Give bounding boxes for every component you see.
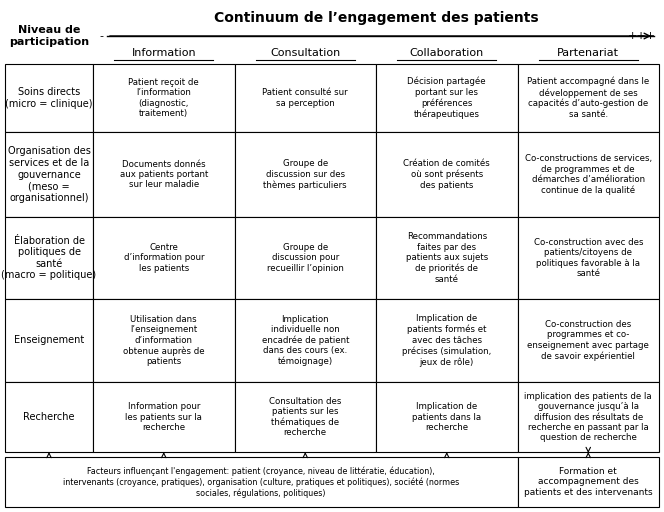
Text: Facteurs influençant l'engagement: patient (croyance, niveau de littératie, éduc: Facteurs influençant l'engagement: patie… [63, 466, 459, 498]
Bar [5, 64, 93, 132]
Text: Consultation: Consultation [270, 48, 341, 58]
Text: Décision partagée
portant sur les
préférences
thérapeutiques: Décision partagée portant sur les préfér… [408, 77, 486, 119]
Text: Co-construction des
programmes et co-
enseignement avec partage
de savoir expéri: Co-construction des programmes et co- en… [527, 320, 649, 361]
Bar [5, 217, 93, 298]
Text: Organisation des
services et de la
gouvernance
(meso =
organisationnel): Organisation des services et de la gouve… [7, 146, 90, 203]
Bar [234, 298, 376, 382]
Text: Enseignement: Enseignement [14, 335, 84, 346]
Bar [517, 64, 659, 132]
Bar [517, 217, 659, 298]
Text: Patient accompagné dans le
développement de ses
capacités d’auto-gestion de
sa s: Patient accompagné dans le développement… [527, 77, 649, 119]
Bar [5, 132, 93, 217]
Text: Partenariat: Partenariat [557, 48, 620, 58]
Bar [234, 382, 376, 452]
Text: Soins directs
(micro = clinique): Soins directs (micro = clinique) [5, 87, 93, 109]
Text: Consultation des
patients sur les
thématiques de
recherche: Consultation des patients sur les thémat… [269, 397, 341, 437]
Text: Recommandations
faites par des
patients aux sujets
de priorités de
santé: Recommandations faites par des patients … [406, 232, 488, 284]
Bar [517, 382, 659, 452]
Bar [517, 457, 659, 507]
Text: Documents donnés
aux patients portant
sur leur maladie: Documents donnés aux patients portant su… [120, 160, 208, 189]
Bar [93, 132, 234, 217]
Text: implication des patients de la
gouvernance jusqu’à la
diffusion des résultats de: implication des patients de la gouvernan… [525, 392, 652, 442]
Bar [234, 217, 376, 298]
Text: Formation et
accompagnement des
patients et des intervenants: Formation et accompagnement des patients… [524, 467, 653, 497]
Text: Groupe de
discussion sur des
thèmes particuliers: Groupe de discussion sur des thèmes part… [264, 159, 347, 190]
Text: Collaboration: Collaboration [410, 48, 484, 58]
Text: Implication de
patients dans la
recherche: Implication de patients dans la recherch… [412, 402, 481, 432]
Text: Continuum de l’engagement des patients: Continuum de l’engagement des patients [214, 11, 539, 25]
Text: Patient consulté sur
sa perception: Patient consulté sur sa perception [262, 88, 348, 108]
Text: Recherche: Recherche [23, 412, 75, 422]
Bar [517, 132, 659, 217]
Bar [376, 217, 517, 298]
Text: Patient reçoit de
l’information
(diagnostic,
traitement): Patient reçoit de l’information (diagnos… [128, 78, 199, 118]
Bar [234, 132, 376, 217]
Bar [5, 298, 93, 382]
Bar [5, 382, 93, 452]
Text: Co-construction avec des
patients/citoyens de
politiques favorable à la
santé: Co-construction avec des patients/citoye… [533, 238, 643, 278]
Text: Élaboration de
politiques de
santé
(macro = politique): Élaboration de politiques de santé (macr… [1, 236, 96, 281]
Text: Information pour
les patients sur la
recherche: Information pour les patients sur la rec… [125, 402, 202, 432]
Text: Information: Information [131, 48, 196, 58]
Text: Co-constructions de services,
de programmes et de
démarches d’amélioration
conti: Co-constructions de services, de program… [525, 154, 652, 195]
Bar [376, 64, 517, 132]
Bar [376, 298, 517, 382]
Text: Création de comités
où sont présents
des patients: Création de comités où sont présents des… [403, 159, 490, 190]
Bar [93, 217, 234, 298]
Text: +++: +++ [628, 31, 656, 41]
Text: Centre
d’information pour
les patients: Centre d’information pour les patients [124, 243, 204, 273]
Bar [93, 382, 234, 452]
Text: Groupe de
discussion pour
recueillir l’opinion: Groupe de discussion pour recueillir l’o… [267, 243, 344, 273]
Text: Implication
individuelle non
encadrée de patient
dans des cours (ex.
témoignage): Implication individuelle non encadrée de… [262, 314, 349, 367]
Text: Niveau de
participation: Niveau de participation [9, 25, 89, 47]
Bar [234, 64, 376, 132]
Text: -: - [99, 31, 103, 41]
Bar [93, 298, 234, 382]
Bar [93, 64, 234, 132]
Text: Implication de
patients formés et
avec des tâches
précises (simulation,
jeux de : Implication de patients formés et avec d… [402, 314, 491, 367]
Bar [376, 132, 517, 217]
Bar [517, 298, 659, 382]
Bar [376, 382, 517, 452]
Bar [5, 457, 517, 507]
Text: Utilisation dans
l’enseignement
d’information
obtenue auprès de
patients: Utilisation dans l’enseignement d’inform… [123, 315, 205, 366]
